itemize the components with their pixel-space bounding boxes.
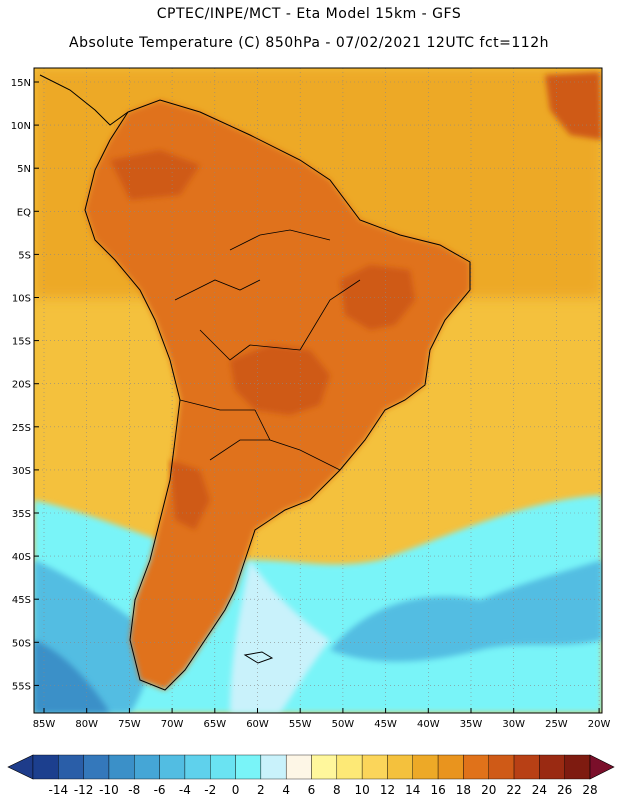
colorbar-swatch (108, 754, 135, 780)
north-atlantic-hot-core (545, 72, 602, 140)
colorbar-label: 10 (354, 783, 369, 797)
colorbar-label: 16 (430, 783, 445, 797)
lon-tick-label: 70W (161, 719, 184, 730)
lat-tick-label: 25S (12, 423, 31, 434)
lon-tick-label: 50W (332, 719, 355, 730)
map-title-line-1: CPTEC/INPE/MCT - Eta Model 15km - GFS (156, 6, 462, 22)
lon-tick-label: 45W (374, 719, 397, 730)
colorbar-label: 22 (506, 783, 521, 797)
colorbar-swatch (159, 754, 186, 780)
lat-tick-label: 5S (18, 250, 31, 261)
colorbar-swatch (83, 754, 110, 780)
colorbar-swatch (564, 754, 591, 780)
colorbar-label: 28 (582, 783, 597, 797)
plot-frame (33, 67, 603, 714)
colorbar-label: 2 (257, 783, 265, 797)
colorbar-swatch (260, 754, 287, 780)
colorbar-high-arrow (589, 754, 615, 780)
colorbar-label: 6 (308, 783, 316, 797)
patagonia-shelf-pale-zone (230, 560, 330, 713)
colorbar-label: -8 (128, 783, 140, 797)
lon-tick-label: 85W (33, 719, 56, 730)
colorbar-low-arrow (7, 754, 34, 780)
south-atlantic-cold-pool (330, 560, 602, 662)
lon-tick-label: 25W (545, 719, 568, 730)
lat-tick-label: 30S (12, 466, 31, 477)
lon-tick-label: 75W (118, 719, 141, 730)
colorbar-label: 0 (232, 783, 240, 797)
andes-foothill-hot-core (170, 460, 210, 530)
lon-tick-label: 35W (460, 719, 483, 730)
lat-tick-label: 10S (12, 294, 31, 305)
lat-tick-label: 5N (17, 164, 31, 175)
colorbar-swatch (437, 754, 464, 780)
falkland-islands (243, 651, 274, 664)
colorbar-label: -4 (179, 783, 191, 797)
colorbar-swatch (513, 754, 540, 780)
map-title-line-2: Absolute Temperature (C) 850hPa - 07/02/… (69, 35, 549, 51)
colorbar-swatch (539, 754, 565, 780)
coastline (84, 99, 471, 691)
lat-lon-grid (34, 68, 602, 713)
colorbar-swatch (463, 754, 489, 780)
colorbar-swatch (32, 754, 59, 780)
colorbar-label: 24 (532, 783, 547, 797)
lat-tick-label: 10N (11, 121, 31, 132)
colorbar-swatch (235, 754, 262, 780)
colorbar-label: 8 (333, 783, 341, 797)
colorbar-swatch (361, 754, 388, 780)
temperature-field (34, 68, 602, 713)
colorbar-swatch (58, 754, 84, 780)
lat-tick-label: 35S (12, 509, 31, 520)
colorbar-label: -14 (49, 783, 69, 797)
colorbar-label: 12 (380, 783, 395, 797)
lon-tick-label: 30W (502, 719, 525, 730)
colorbar-label: -12 (74, 783, 94, 797)
lat-tick-label: 45S (12, 595, 31, 606)
colorbar-swatch (311, 754, 338, 780)
colorbar-label: -6 (154, 783, 166, 797)
colorbar-swatch (412, 754, 439, 780)
colorbar-swatch (134, 754, 160, 780)
colorbar-label: 26 (557, 783, 572, 797)
colorbar-swatch (336, 754, 363, 780)
lon-tick-label: 65W (203, 719, 226, 730)
lon-tick-label: 80W (75, 719, 98, 730)
country-borders (174, 229, 361, 471)
lon-tick-label: 60W (246, 719, 269, 730)
lat-tick-label: 15N (11, 78, 31, 89)
colorbar-label: -2 (204, 783, 216, 797)
colorbar-label: 14 (405, 783, 420, 797)
colorbar-swatch (184, 754, 211, 780)
lat-tick-label: 50S (12, 638, 31, 649)
colorbar-swatch (210, 754, 236, 780)
lat-tick-label: 15S (12, 337, 31, 348)
colorbar-swatch (387, 754, 413, 780)
central-brazil-hot-core (230, 345, 330, 415)
colorbar-label: 18 (456, 783, 471, 797)
lat-tick-label: EQ (17, 207, 31, 218)
lon-tick-label: 40W (417, 719, 440, 730)
colorbar-label: 20 (481, 783, 496, 797)
colorbar-label: -10 (99, 783, 119, 797)
lat-tick-label: 55S (12, 681, 31, 692)
colorbar-swatch (488, 754, 515, 780)
central-america-coast (39, 74, 129, 126)
lat-tick-label: 20S (12, 380, 31, 391)
lon-tick-label: 55W (289, 719, 312, 730)
lat-tick-label: 40S (12, 552, 31, 563)
latitude-axis: 15N 10N 5N EQ 5S 10S 15S 20S 25S 30S 35S 40S 45S 50S 5… (11, 78, 39, 692)
longitude-axis: 85W 80W 75W 70W 65W 60W 55W 50W 45W 40W 35W 30W 25W 2… (33, 708, 611, 730)
temperature-colorbar: -14 -12 -10 -8 -6 -4 -2 0 2 4 6 8 10 12 14 16 18 20 22 24 26… (7, 754, 615, 797)
colorbar-swatch (285, 754, 312, 780)
far-southwest-coldest-waters (34, 640, 110, 713)
northwest-hot-core (110, 150, 200, 200)
colorbar-label: 4 (282, 783, 290, 797)
lon-tick-label: 20W (588, 719, 611, 730)
